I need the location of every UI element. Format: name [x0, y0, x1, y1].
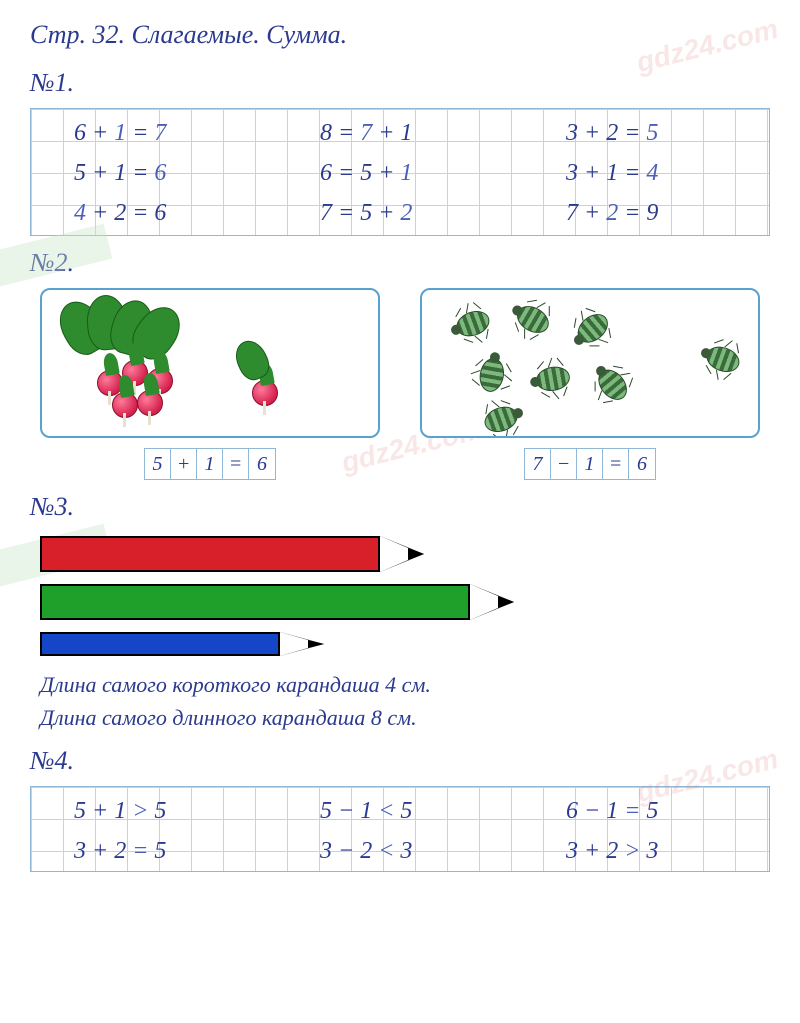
equation-cell: 6 + 1 = 7 — [54, 120, 254, 147]
equation-row: 3 + 2 = 5 3 − 2 < 3 3 + 2 > 3 — [31, 831, 769, 871]
equation-token: = — [603, 449, 629, 479]
exercise-4-label: №4. — [30, 746, 770, 776]
beetle-icon — [478, 399, 525, 438]
equation-token: = — [223, 449, 249, 479]
beetle-equation: 7−1=6 — [420, 448, 760, 480]
radish-icon — [137, 390, 163, 416]
equation-token: 1 — [197, 449, 223, 479]
beetle-icon — [568, 305, 617, 352]
equation-row: 6 + 1 = 7 8 = 7 + 1 3 + 2 = 5 — [31, 113, 769, 153]
equation-cell: 3 + 2 > 3 — [546, 838, 746, 865]
beetle-frame — [420, 288, 760, 438]
equation-cell: 4 + 2 = 6 — [54, 200, 254, 227]
equation-cell: 7 + 2 = 9 — [546, 200, 746, 227]
equation-cell: 3 + 2 = 5 — [54, 838, 254, 865]
beetle-icon — [530, 362, 574, 397]
exercise-1-grid: 6 + 1 = 7 8 = 7 + 1 3 + 2 = 5 5 + 1 = 6 6 = … — [30, 108, 770, 236]
beetle-icon — [698, 339, 745, 379]
pencil-area — [40, 536, 770, 656]
equation-row: 5 + 1 > 5 5 − 1 < 5 6 − 1 = 5 — [31, 791, 769, 831]
exercise-2-equations: 5+1=6 7−1=6 — [40, 448, 770, 480]
equation-cell: 5 + 1 > 5 — [54, 798, 254, 825]
radish-icon — [252, 380, 278, 406]
equation-token: − — [551, 449, 577, 479]
beetle-icon — [508, 297, 557, 341]
equation-token: 1 — [577, 449, 603, 479]
exercise-4-grid: 5 + 1 > 5 5 − 1 < 5 6 − 1 = 5 3 + 2 = 5 3 − … — [30, 786, 770, 872]
pencil-icon — [40, 632, 770, 656]
equation-token: 5 — [145, 449, 171, 479]
exercise-3-line2: Длина самого длинного карандаша 8 см. — [40, 701, 770, 734]
exercise-3-label: №3. — [30, 492, 770, 522]
pencil-icon — [40, 536, 770, 572]
equation-token: 7 — [525, 449, 551, 479]
exercise-1-label: №1. — [30, 68, 770, 98]
equation-cell: 3 + 2 = 5 — [546, 120, 746, 147]
equation-cell: 3 + 1 = 4 — [546, 160, 746, 187]
beetle-icon — [448, 304, 495, 344]
radish-icon — [112, 392, 138, 418]
equation-row: 5 + 1 = 6 6 = 5 + 1 3 + 1 = 4 — [31, 153, 769, 193]
equation-token: + — [171, 449, 197, 479]
exercise-3-line1: Длина самого короткого карандаша 4 см. — [40, 668, 770, 701]
equation-token: 6 — [249, 449, 275, 479]
radish-frame — [40, 288, 380, 438]
page-title: Стр. 32. Слагаемые. Сумма. — [30, 20, 770, 50]
equation-row: 4 + 2 = 6 7 = 5 + 2 7 + 2 = 9 — [31, 193, 769, 233]
equation-cell: 7 = 5 + 2 — [300, 200, 500, 227]
equation-cell: 5 − 1 < 5 — [300, 798, 500, 825]
equation-token: 6 — [629, 449, 655, 479]
pencil-icon — [40, 584, 770, 620]
equation-cell: 6 = 5 + 1 — [300, 160, 500, 187]
beetle-icon — [475, 352, 510, 396]
beetle-icon — [588, 360, 635, 409]
exercise-2-images — [40, 288, 770, 438]
exercise-2-label: №2. — [30, 248, 770, 278]
equation-cell: 8 = 7 + 1 — [300, 120, 500, 147]
radish-equation: 5+1=6 — [40, 448, 380, 480]
equation-cell: 3 − 2 < 3 — [300, 838, 500, 865]
equation-cell: 5 + 1 = 6 — [54, 160, 254, 187]
equation-cell: 6 − 1 = 5 — [546, 798, 746, 825]
